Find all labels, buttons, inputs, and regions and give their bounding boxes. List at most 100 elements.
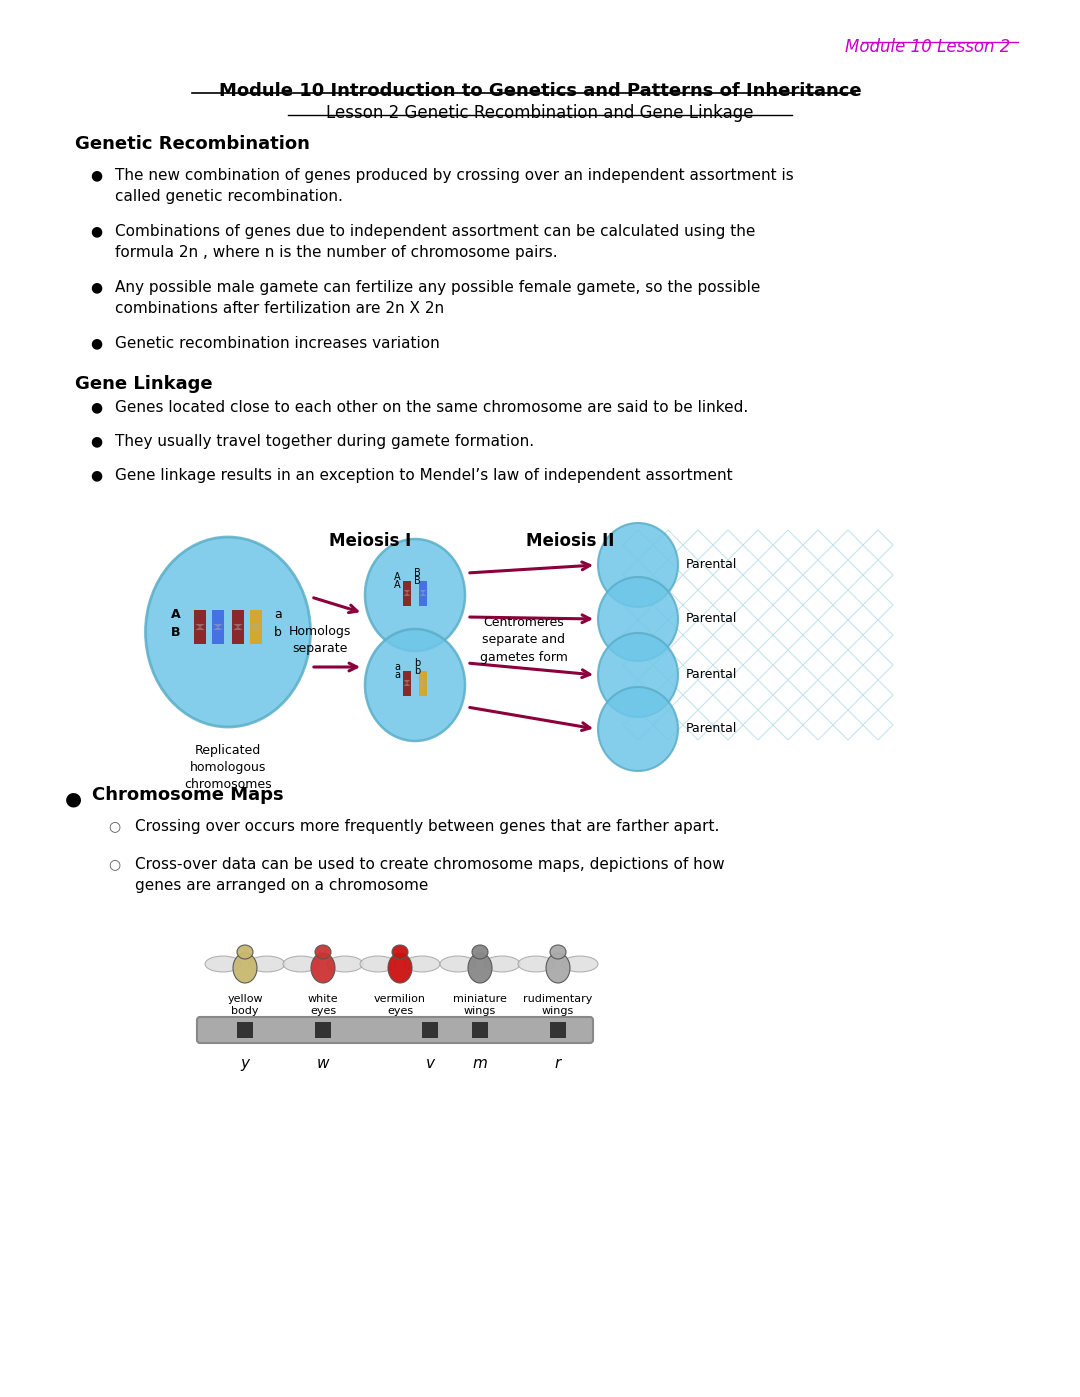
Text: The new combination of genes produced by crossing over an independent assortment: The new combination of genes produced by…	[114, 168, 794, 204]
Text: ●: ●	[90, 224, 103, 237]
Ellipse shape	[249, 956, 285, 972]
Polygon shape	[256, 610, 262, 644]
Text: Homologs
separate: Homologs separate	[288, 624, 351, 655]
Text: a: a	[274, 609, 282, 622]
Ellipse shape	[546, 953, 570, 983]
Polygon shape	[420, 590, 427, 597]
Ellipse shape	[388, 953, 411, 983]
Polygon shape	[238, 610, 244, 644]
Polygon shape	[194, 610, 200, 644]
Polygon shape	[315, 1023, 330, 1038]
Polygon shape	[419, 671, 423, 696]
Text: ○: ○	[108, 819, 120, 833]
Text: ○: ○	[108, 856, 120, 870]
Text: white
eyes: white eyes	[308, 995, 338, 1017]
Ellipse shape	[233, 953, 257, 983]
Polygon shape	[407, 671, 411, 696]
Text: rudimentary
wings: rudimentary wings	[524, 995, 593, 1017]
Polygon shape	[213, 624, 222, 630]
Polygon shape	[200, 610, 206, 644]
Polygon shape	[403, 581, 407, 605]
Polygon shape	[550, 1023, 566, 1038]
Ellipse shape	[146, 536, 311, 726]
Polygon shape	[237, 1023, 253, 1038]
Polygon shape	[419, 581, 423, 605]
Text: Replicated
homologous
chromosomes: Replicated homologous chromosomes	[185, 745, 272, 791]
Text: Module 10 Lesson 2: Module 10 Lesson 2	[845, 38, 1010, 56]
Text: Parental: Parental	[686, 612, 738, 626]
Polygon shape	[212, 610, 218, 644]
Text: A: A	[394, 580, 401, 590]
Ellipse shape	[237, 944, 253, 958]
Ellipse shape	[365, 539, 465, 651]
Text: B: B	[414, 569, 420, 578]
Text: ●: ●	[90, 168, 103, 182]
Text: miniature
wings: miniature wings	[454, 995, 507, 1017]
Text: a: a	[394, 671, 400, 680]
Polygon shape	[403, 671, 407, 696]
Text: Module 10 Introduction to Genetics and Patterns of Inheritance: Module 10 Introduction to Genetics and P…	[218, 82, 862, 101]
Text: Cross-over data can be used to create chromosome maps, depictions of how
genes a: Cross-over data can be used to create ch…	[135, 856, 725, 893]
Polygon shape	[423, 581, 427, 605]
Text: B: B	[414, 576, 420, 585]
Ellipse shape	[205, 956, 241, 972]
Text: A: A	[394, 571, 401, 583]
Polygon shape	[233, 624, 243, 630]
Polygon shape	[422, 1023, 438, 1038]
Text: ●: ●	[90, 468, 103, 482]
Text: Lesson 2 Genetic Recombination and Gene Linkage: Lesson 2 Genetic Recombination and Gene …	[326, 103, 754, 122]
Polygon shape	[195, 624, 205, 630]
Ellipse shape	[598, 687, 678, 771]
Ellipse shape	[468, 953, 492, 983]
Polygon shape	[423, 671, 427, 696]
FancyBboxPatch shape	[197, 1017, 593, 1044]
Text: A: A	[172, 609, 180, 622]
Text: Parental: Parental	[686, 669, 738, 682]
Text: ●: ●	[90, 400, 103, 414]
Text: w: w	[316, 1056, 329, 1071]
Ellipse shape	[598, 633, 678, 717]
Polygon shape	[420, 680, 427, 686]
Text: Parental: Parental	[686, 559, 738, 571]
Text: yellow
body: yellow body	[227, 995, 262, 1017]
Text: b: b	[414, 666, 420, 676]
Text: y: y	[241, 1056, 249, 1071]
Text: Genetic recombination increases variation: Genetic recombination increases variatio…	[114, 337, 440, 351]
Ellipse shape	[518, 956, 554, 972]
Text: Meiosis I: Meiosis I	[329, 532, 411, 550]
Text: Centromeres
separate and
gametes form: Centromeres separate and gametes form	[481, 616, 568, 664]
Ellipse shape	[472, 944, 488, 958]
Text: Gene linkage results in an exception to Mendel’s law of independent assortment: Gene linkage results in an exception to …	[114, 468, 732, 483]
Text: ●: ●	[90, 434, 103, 448]
Text: Genes located close to each other on the same chromosome are said to be linked.: Genes located close to each other on the…	[114, 400, 748, 415]
Ellipse shape	[327, 956, 363, 972]
Polygon shape	[407, 581, 411, 605]
Polygon shape	[404, 590, 410, 597]
Ellipse shape	[550, 944, 566, 958]
Text: a: a	[394, 662, 400, 672]
Text: ●: ●	[90, 279, 103, 293]
Ellipse shape	[365, 629, 465, 740]
Polygon shape	[218, 610, 224, 644]
Ellipse shape	[283, 956, 319, 972]
Polygon shape	[252, 624, 260, 630]
Text: Parental: Parental	[686, 722, 738, 735]
Text: ●: ●	[90, 337, 103, 351]
Text: B: B	[172, 626, 180, 640]
Polygon shape	[404, 680, 410, 686]
Ellipse shape	[315, 944, 330, 958]
Text: Crossing over occurs more frequently between genes that are farther apart.: Crossing over occurs more frequently bet…	[135, 819, 719, 834]
Text: vermilion
eyes: vermilion eyes	[374, 995, 426, 1017]
Ellipse shape	[562, 956, 598, 972]
Polygon shape	[249, 610, 256, 644]
Ellipse shape	[360, 956, 396, 972]
Text: Combinations of genes due to independent assortment can be calculated using the
: Combinations of genes due to independent…	[114, 224, 755, 260]
Polygon shape	[232, 610, 238, 644]
Text: Chromosome Maps: Chromosome Maps	[92, 787, 284, 805]
Text: ●: ●	[65, 789, 82, 807]
Text: v: v	[426, 1056, 434, 1071]
Ellipse shape	[311, 953, 335, 983]
Ellipse shape	[404, 956, 440, 972]
Text: Meiosis II: Meiosis II	[526, 532, 615, 550]
Text: They usually travel together during gamete formation.: They usually travel together during game…	[114, 434, 535, 448]
